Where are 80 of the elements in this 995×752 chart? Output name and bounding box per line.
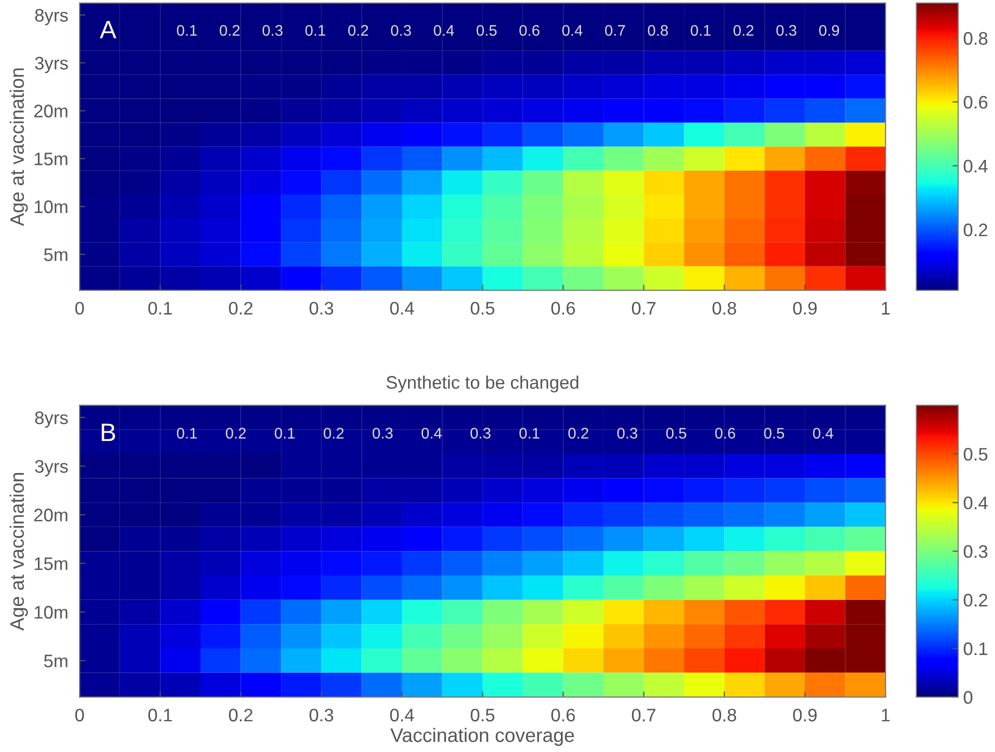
x-tick-label: 0.5 bbox=[470, 708, 494, 722]
annotation: 0.3 bbox=[390, 25, 411, 36]
x-tick-label: 0.8 bbox=[712, 302, 736, 315]
x-tick-label: 0.1 bbox=[148, 302, 172, 315]
annotation: 0.2 bbox=[568, 428, 588, 439]
annotation: 0.7 bbox=[605, 25, 625, 36]
x-tick-label: 1 bbox=[882, 708, 890, 722]
annotation: 0.3 bbox=[617, 428, 638, 439]
y-tick-label: 10m bbox=[34, 200, 68, 214]
color-bar-label: 0.1 bbox=[964, 642, 988, 656]
x-tick-label: 0.6 bbox=[551, 708, 575, 722]
annotation: 0.6 bbox=[715, 428, 736, 439]
x-tick-label: 0.3 bbox=[310, 302, 334, 315]
x-tick-label: 0.9 bbox=[793, 302, 817, 315]
x-tick-label: 0.8 bbox=[712, 708, 736, 722]
x-tick-label: 0.4 bbox=[390, 708, 414, 722]
color-bar-label: 0.8 bbox=[964, 32, 988, 45]
annotation: 0.5 bbox=[764, 428, 784, 439]
y-tick-label: 5m bbox=[44, 654, 68, 668]
color-bar-label: 0.6 bbox=[964, 96, 988, 109]
y-tick-label: 3yrs bbox=[35, 460, 68, 476]
x-tick-label: 0 bbox=[75, 302, 84, 315]
annotation: 0.1 bbox=[305, 25, 326, 36]
annotation: 0.1 bbox=[519, 428, 540, 439]
y-tick-label: 15m bbox=[34, 152, 68, 166]
y-axis-title: Age at vaccination bbox=[10, 68, 28, 226]
x-axis-title: Vaccination coverage bbox=[390, 728, 574, 746]
annotation: B bbox=[102, 424, 116, 441]
color-bar-label: 0.2 bbox=[964, 594, 988, 607]
annotation: 0.2 bbox=[324, 428, 344, 439]
y-tick-label: 8yrs bbox=[35, 8, 68, 26]
annotation: A bbox=[100, 21, 116, 38]
color-bar-label: 0.5 bbox=[964, 448, 988, 461]
annotation: 0.2 bbox=[734, 25, 754, 36]
x-tick-label: 0.7 bbox=[632, 302, 656, 315]
color-bar-label: 0.4 bbox=[964, 160, 988, 173]
annotation: 0.2 bbox=[220, 25, 240, 36]
annotation: 0.4 bbox=[562, 25, 582, 36]
annotation: 0.3 bbox=[470, 428, 490, 439]
chart-title: Synthetic to be changed bbox=[386, 376, 578, 392]
color-bar-label: 0.2 bbox=[964, 224, 988, 236]
annotation: 0.6 bbox=[519, 25, 540, 36]
annotation: 0.3 bbox=[776, 25, 796, 36]
annotation: 0.1 bbox=[176, 25, 197, 36]
x-tick-label: 0.7 bbox=[632, 708, 656, 722]
annotation: 0.2 bbox=[226, 428, 246, 439]
y-tick-label: 5m bbox=[44, 248, 68, 262]
x-tick-label: 0.4 bbox=[390, 302, 414, 315]
x-tick-label: 0.2 bbox=[228, 708, 252, 722]
y-axis-title: Age at vaccination bbox=[10, 473, 28, 631]
x-tick-label: 0.5 bbox=[470, 302, 494, 315]
color-bar-label: 0.4 bbox=[964, 496, 988, 510]
annotation: 0.4 bbox=[813, 428, 834, 439]
x-tick-label: 0.9 bbox=[793, 708, 817, 722]
annotation: 0.5 bbox=[476, 25, 497, 36]
annotation: 0.2 bbox=[348, 25, 368, 36]
annotation: 0.3 bbox=[372, 428, 393, 439]
annotation: 0.8 bbox=[648, 25, 668, 36]
x-tick-label: 0.2 bbox=[228, 302, 252, 315]
annotation: 0.5 bbox=[666, 428, 686, 439]
y-tick-label: 8yrs bbox=[35, 411, 68, 428]
x-tick-label: 0.6 bbox=[551, 302, 575, 315]
annotation: 0.9 bbox=[819, 25, 840, 36]
y-tick-label: 15m bbox=[34, 557, 68, 570]
annotation: 0.4 bbox=[422, 428, 442, 439]
y-tick-label: 10m bbox=[34, 606, 68, 619]
y-tick-label: 3yrs bbox=[35, 56, 68, 74]
annotation: 0.1 bbox=[176, 428, 197, 439]
y-tick-label: 20m bbox=[34, 508, 68, 522]
color-bar-label: 0.3 bbox=[964, 545, 988, 558]
x-tick-label: 0.1 bbox=[148, 708, 172, 722]
x-tick-label: 0 bbox=[75, 708, 84, 722]
x-tick-label: 1 bbox=[882, 302, 890, 314]
annotation: 0.3 bbox=[262, 25, 283, 36]
annotation: 0.4 bbox=[434, 25, 454, 36]
color-bar-label: 0 bbox=[964, 691, 972, 704]
annotation: 0.1 bbox=[690, 25, 711, 36]
annotation: 0.1 bbox=[274, 428, 295, 439]
y-tick-label: 20m bbox=[34, 104, 68, 118]
x-tick-label: 0.3 bbox=[310, 708, 334, 722]
